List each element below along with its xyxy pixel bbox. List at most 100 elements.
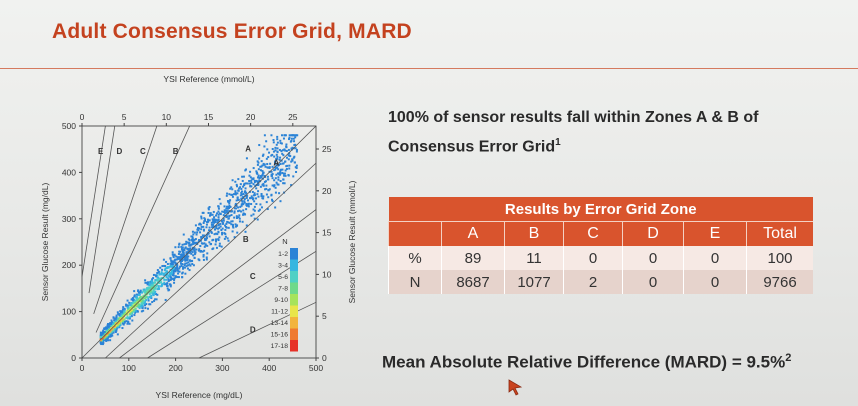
scatter-point (142, 294, 145, 297)
table-header-row: A B C D E Total (388, 221, 813, 246)
scatter-point (222, 217, 225, 220)
scatter-point (119, 316, 122, 319)
scatter-point (162, 258, 165, 261)
scatter-point (276, 135, 279, 138)
scatter-point (281, 168, 284, 171)
scatter-point (165, 260, 168, 263)
scatter-point (276, 157, 279, 160)
scatter-point (210, 231, 213, 234)
scatter-point (200, 215, 203, 218)
scatter-point (265, 201, 268, 204)
scatter-point (214, 221, 217, 224)
scatter-point (258, 179, 261, 182)
scatter-point (206, 218, 209, 221)
scatter-point (284, 160, 287, 163)
scatter-point (183, 266, 186, 269)
density-legend-swatch (290, 294, 298, 306)
scatter-point (106, 324, 109, 327)
scatter-point (228, 200, 231, 203)
scatter-point (265, 157, 268, 160)
scatter-point (142, 300, 145, 303)
scatter-point (140, 302, 143, 305)
scatter-point (205, 223, 208, 226)
zone-label: D (117, 147, 123, 156)
scatter-point (158, 277, 161, 280)
mard-statement: Mean Absolute Relative Difference (MARD)… (382, 352, 791, 373)
scatter-point (233, 211, 236, 214)
scatter-point (293, 155, 296, 158)
scatter-point (236, 196, 239, 199)
scatter-point (186, 241, 189, 244)
scatter-point (122, 309, 125, 312)
scatter-point (191, 230, 194, 233)
scatter-point (286, 164, 289, 167)
scatter-point (278, 172, 281, 175)
scatter-point (280, 142, 283, 145)
zone-label: A (273, 158, 279, 167)
scatter-point (229, 210, 232, 213)
scatter-point (198, 239, 201, 242)
scatter-point (135, 296, 138, 299)
scatter-point (229, 205, 232, 208)
scatter-point (276, 164, 279, 167)
density-legend-swatch (290, 248, 298, 260)
scatter-point (290, 147, 293, 150)
scatter-point (279, 180, 282, 183)
scatter-point (257, 168, 260, 171)
scatter-point (221, 227, 224, 230)
scatter-point (208, 206, 211, 209)
scatter-point (214, 218, 217, 221)
scatter-point (240, 203, 243, 206)
scatter-point (156, 279, 159, 282)
scatter-point (112, 316, 115, 319)
scatter-point (285, 165, 288, 168)
scatter-point (248, 174, 251, 177)
scatter-point (189, 244, 192, 247)
density-legend-title: N (282, 237, 287, 246)
scatter-point (257, 176, 260, 179)
scatter-point (210, 221, 213, 224)
scatter-point (285, 145, 288, 148)
density-legend: N 1-2 3-4 5-6 7-8 9-10 11-12 13-14 15-16 17-18 (271, 237, 298, 352)
scatter-point (135, 293, 138, 296)
scatter-point (128, 310, 131, 313)
scatter-point (160, 271, 163, 274)
scatter-point (233, 216, 236, 219)
scatter-point (217, 210, 220, 213)
scatter-point (176, 257, 179, 260)
scatter-point (293, 161, 296, 164)
scatter-point (230, 220, 233, 223)
scatter-point (173, 253, 176, 256)
scatter-point (212, 225, 215, 228)
scatter-point (183, 258, 186, 261)
scatter-point (109, 322, 112, 325)
scatter-point (155, 275, 158, 278)
scatter-point (143, 297, 146, 300)
scatter-point (202, 255, 205, 258)
scatter-point (148, 303, 151, 306)
scatter-point (202, 258, 205, 261)
scatter-point (287, 174, 290, 177)
scatter-point (199, 250, 202, 253)
table-cell: 89 (441, 246, 505, 270)
scatter-point (184, 259, 187, 262)
scatter-point (205, 256, 208, 259)
table-cell: 0 (683, 246, 747, 270)
scatter-point (218, 236, 221, 239)
top-tick-label: 5 (122, 112, 127, 122)
scatter-point (274, 146, 277, 149)
scatter-point (192, 233, 195, 236)
scatter-point (206, 221, 209, 224)
scatter-point (150, 284, 153, 287)
scatter-point (194, 224, 197, 227)
scatter-point (138, 296, 141, 299)
scatter-point (144, 307, 147, 310)
scatter-point (225, 214, 228, 217)
scatter-point (134, 299, 137, 302)
scatter-point (216, 233, 219, 236)
scatter-point (228, 193, 231, 196)
scatter-point (178, 250, 181, 253)
scatter-point (258, 208, 261, 211)
scatter-point (258, 157, 261, 160)
